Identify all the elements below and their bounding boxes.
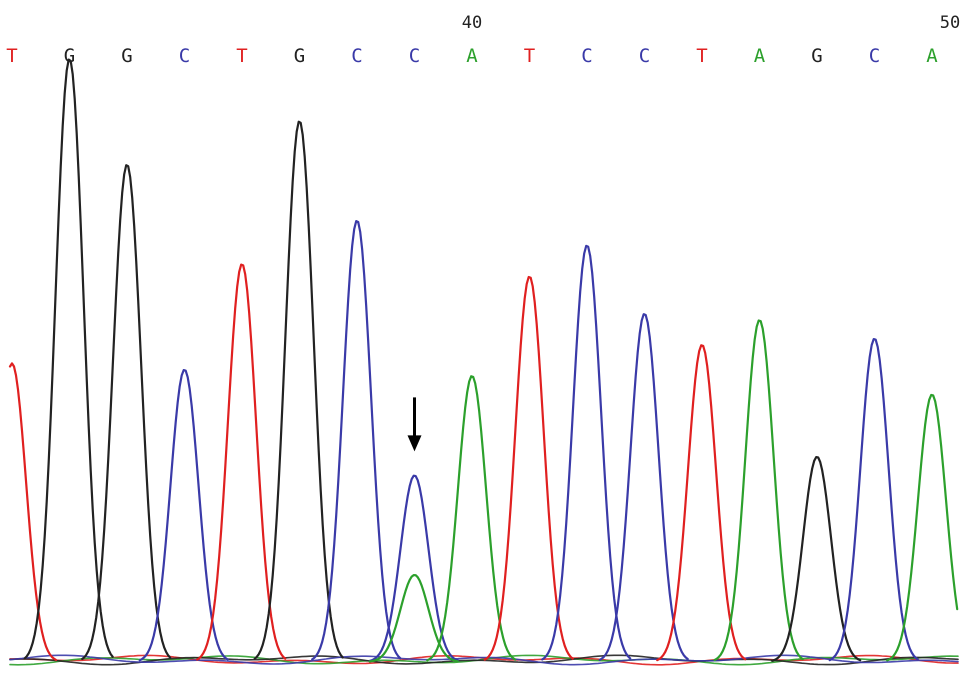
base-call-a-40: A (466, 45, 478, 67)
peak-a-40 (426, 375, 517, 662)
peak-g-33 (23, 58, 114, 660)
base-call-t-44: T (696, 45, 707, 67)
base-call-g-46: G (811, 45, 822, 67)
base-call-c-47: C (869, 45, 880, 67)
peak-g-34 (81, 164, 172, 661)
peak-a-48 (886, 393, 959, 662)
peak-a-45 (713, 319, 804, 662)
peak-c-35 (138, 369, 229, 662)
base-call-g-33: G (64, 45, 75, 67)
base-call-t-36: T (236, 45, 247, 67)
base-call-c-35: C (179, 45, 190, 67)
peak-c-47 (828, 338, 919, 662)
base-call-a-48: A (926, 45, 938, 67)
base-call-g-34: G (121, 45, 132, 67)
position-label-50: 50 (940, 13, 960, 33)
peak-t-32 (8, 362, 58, 661)
peak-c-43 (598, 313, 689, 661)
mutation-marker (407, 397, 422, 452)
peak-g-37 (253, 120, 344, 660)
peak-t-36 (196, 263, 287, 661)
arrow-down-icon (407, 435, 422, 452)
peak-c-42 (541, 244, 632, 661)
base-call-labels: T G G C T G C C A T C C T A G C A 40 50 (6, 13, 960, 67)
peak-c-38 (311, 220, 402, 661)
base-call-c-39: C (409, 45, 420, 67)
peak-g-46 (771, 456, 862, 662)
base-call-a-45: A (754, 45, 766, 67)
peak-a-39 (368, 574, 459, 663)
base-call-c-43: C (639, 45, 650, 67)
base-call-c-42: C (581, 45, 592, 67)
peak-c-39 (368, 474, 459, 662)
position-label-40: 40 (462, 13, 482, 33)
base-call-t-41: T (524, 45, 535, 67)
base-call-c-38: C (351, 45, 362, 67)
base-call-t-32: T (6, 45, 17, 67)
base-call-g-37: G (294, 45, 305, 67)
trace-lines (8, 58, 959, 663)
